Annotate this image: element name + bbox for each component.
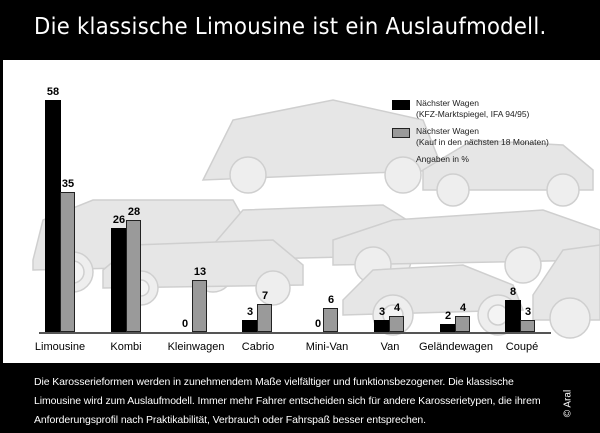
bar-kombi-series1 — [111, 228, 127, 332]
legend-line: (Kauf in den nächsten 18 Monaten) — [416, 137, 549, 147]
copyright-notice: © Aral — [562, 389, 574, 418]
category-label: Kombi — [110, 341, 142, 353]
bar-chart: 58 35 Limousine 26 28 Kombi 0 13 Kleinwa… — [3, 60, 600, 363]
value-label: 3 — [524, 306, 532, 318]
legend-swatch-black — [392, 100, 410, 110]
footer-caption: Die Karosserieformen werden in zunehmend… — [0, 363, 600, 433]
value-label: 26 — [112, 214, 126, 226]
value-label: 0 — [314, 318, 322, 330]
bar-coupe-series2 — [520, 320, 535, 332]
legend-line: Nächster Wagen — [416, 126, 479, 136]
header-bar: Die klassische Limousine ist ein Auslauf… — [0, 0, 600, 60]
bar-kombi-series2 — [126, 220, 141, 332]
value-label: 8 — [509, 286, 517, 298]
bar-limousine-series1 — [45, 100, 61, 332]
bar-cabrio-series2 — [257, 304, 272, 332]
category-label: Geländewagen — [418, 341, 493, 353]
category-label: Limousine — [34, 341, 86, 353]
bar-van-series1 — [374, 320, 390, 332]
bar-van-series2 — [389, 316, 404, 332]
caption-text: Die Karosserieformen werden in zunehmend… — [34, 376, 541, 426]
category-label: Kleinwagen — [167, 341, 225, 353]
value-label: 3 — [246, 306, 254, 318]
bar-minivan-series2 — [323, 308, 338, 332]
category-label: Mini-Van — [305, 341, 349, 353]
value-label: 13 — [193, 266, 207, 278]
legend-label-series2: Nächster Wagen (Kauf in den nächsten 18 … — [416, 126, 549, 148]
value-label: 35 — [61, 178, 75, 190]
value-label: 2 — [444, 310, 452, 322]
chart-title: Die klassische Limousine ist ein Auslauf… — [34, 14, 547, 40]
bar-gelaendewagen-series1 — [440, 324, 456, 332]
bar-gelaendewagen-series2 — [455, 316, 470, 332]
value-label: 28 — [127, 206, 141, 218]
legend-line: (KFZ-Marktspiegel, IFA 94/95) — [416, 109, 530, 119]
bar-limousine-series2 — [60, 192, 75, 332]
value-label: 7 — [261, 290, 269, 302]
value-label: 4 — [459, 302, 467, 314]
bar-kleinwagen-series2 — [192, 280, 207, 332]
legend-line: Nächster Wagen — [416, 98, 479, 108]
chart-panel: 58 35 Limousine 26 28 Kombi 0 13 Kleinwa… — [3, 60, 600, 363]
value-label: 4 — [393, 302, 401, 314]
background-cars-illustration — [32, 99, 600, 339]
category-label: Cabrio — [241, 341, 275, 353]
value-label: 3 — [378, 306, 386, 318]
value-label: 0 — [181, 318, 189, 330]
bar-cabrio-series1 — [242, 320, 258, 332]
legend-swatch-gray — [392, 128, 410, 138]
bar-coupe-series1 — [505, 300, 521, 332]
category-label: Van — [380, 341, 400, 353]
value-label: 58 — [46, 86, 60, 98]
value-label: 6 — [327, 294, 335, 306]
legend-unit-note: Angaben in % — [416, 154, 469, 164]
legend-label-series1: Nächster Wagen (KFZ-Marktspiegel, IFA 94… — [416, 98, 529, 120]
x-axis-baseline — [39, 332, 551, 334]
category-label: Coupé — [505, 341, 539, 353]
